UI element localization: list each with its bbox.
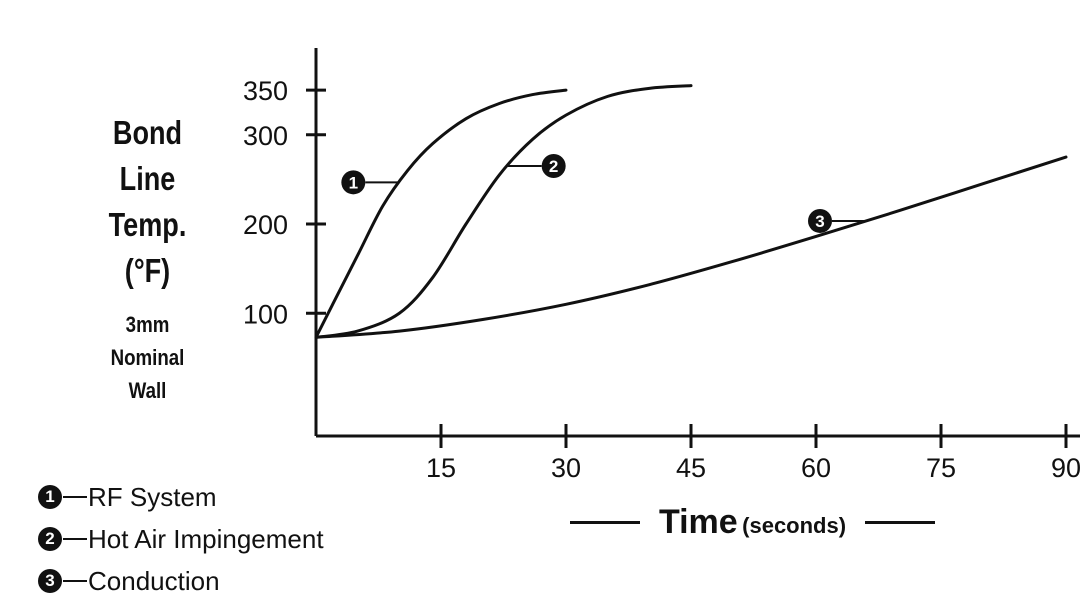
callout-marker [541,153,566,178]
legend-label: Conduction [88,565,220,596]
series-line [314,88,568,339]
legend-marker: 1 [38,485,62,509]
y-tick-label: 200 [243,210,288,240]
callout-layer: 1 2 3 [341,153,866,233]
x-tick-label: 45 [676,453,706,483]
y-axis-title-line: Temp. [108,206,187,243]
callout-number: 1 [349,173,358,192]
y-axis-note-line: Nominal [110,345,185,370]
y-tick-label: 300 [243,121,288,151]
y-tick-label: 350 [243,76,288,106]
y-axis-title-line: Bond [112,114,183,151]
y-axis-title-line: Line [119,160,176,197]
x-tick-label: 75 [926,453,956,483]
legend-label: RF System [88,481,217,512]
axes: 15 30 45 60 75 90 100 200 300 350 [243,48,1080,483]
y-axis-title: Bond Line Temp. (°F) 3mm Nominal Wall [70,110,225,407]
callout-marker [341,170,366,195]
callout-marker [808,208,832,233]
x-tick-label: 30 [551,453,581,483]
x-axis-label: Time [658,503,738,541]
x-title-rule-left [570,521,640,524]
legend-marker: 2 [38,527,62,551]
x-tick-label: 60 [801,453,831,483]
legend-item: 2 Hot Air Impingement [38,518,324,560]
series-line [314,155,1068,339]
x-axis-unit: (seconds) [742,513,847,538]
y-axis-note-line: Wall [128,378,167,403]
legend: 1 RF System 2 Hot Air Impingement 3 Cond… [38,476,324,602]
legend-dash [63,496,87,498]
x-tick-label: 15 [426,453,456,483]
x-axis-title: Time (seconds) [570,503,935,542]
x-title-rule-right [865,521,935,524]
y-axis-title-line: (°F) [124,252,171,289]
legend-marker: 3 [38,569,62,593]
legend-dash [63,538,87,540]
x-tick-label: 90 [1051,453,1080,483]
y-axis-note-line: 3mm [125,312,170,337]
callout-number: 2 [549,157,558,176]
y-tick-label: 100 [243,299,288,329]
legend-item: 3 Conduction [38,560,324,602]
series-line [314,84,693,339]
legend-item: 1 RF System [38,476,324,518]
series-layer [314,84,1068,339]
callout-number: 3 [815,212,824,231]
legend-label: Hot Air Impingement [88,523,324,554]
legend-dash [63,580,87,582]
